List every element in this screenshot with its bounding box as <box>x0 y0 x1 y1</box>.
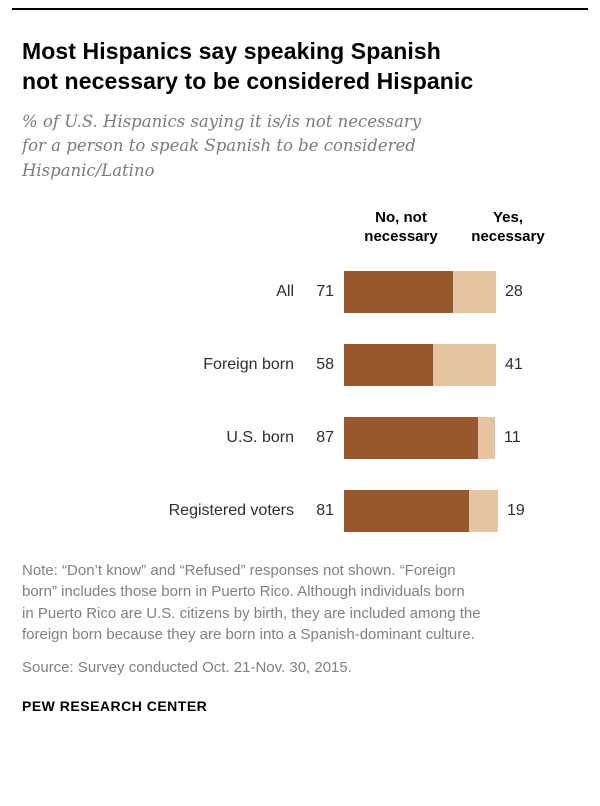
chart-row: U.S. born 87 11 <box>22 402 578 475</box>
bar-segment-no <box>344 490 469 533</box>
no-value-label: 58 <box>316 356 334 374</box>
no-value-label: 71 <box>316 283 334 301</box>
bar-group <box>344 490 498 533</box>
category-label: U.S. born <box>226 429 294 447</box>
bar-group <box>344 344 496 387</box>
category-label: All <box>276 283 294 301</box>
column-headers: No, not necessary Yes, necessary <box>22 208 578 254</box>
bar-group <box>344 417 495 460</box>
chart-note: Note: “Don’t know” and “Refused” respons… <box>22 560 578 645</box>
yes-value-label: 28 <box>505 283 523 301</box>
column-header-no-not-necessary: No, not necessary <box>364 208 438 246</box>
chart-rows: All 71 28 Foreign born 58 41 U.S. born 8… <box>22 256 578 548</box>
page-title: Most Hispanics say speaking Spanish not … <box>22 36 578 97</box>
bar-segment-no <box>344 417 478 460</box>
chart-note-line-1: Note: “Don’t know” and “Refused” respons… <box>22 561 456 579</box>
yes-value-label: 41 <box>505 356 523 374</box>
bar-segment-yes <box>478 417 495 460</box>
chart-row: Foreign born 58 41 <box>22 329 578 402</box>
bar-segment-no <box>344 344 433 387</box>
bar-segment-yes <box>453 271 496 314</box>
page-title-line-2: not necessary to be considered Hispanic <box>22 68 474 95</box>
no-value-label: 81 <box>316 502 334 520</box>
no-value-label: 87 <box>316 429 334 447</box>
chart-subtitle-line-2: for a person to speak Spanish to be cons… <box>22 136 416 156</box>
chart-subtitle-line-3: Hispanic/Latino <box>22 161 155 181</box>
chart-subtitle: % of U.S. Hispanics saying it is/is not … <box>22 110 578 184</box>
pew-research-center-brand: PEW RESEARCH CENTER <box>22 698 208 715</box>
column-header-yes-necessary: Yes, necessary <box>471 208 545 246</box>
bar-segment-no <box>344 271 453 314</box>
top-rule <box>12 8 588 10</box>
chart-row: Registered voters 81 19 <box>22 475 578 548</box>
page-title-line-1: Most Hispanics say speaking Spanish <box>22 38 441 64</box>
chart-subtitle-line-1: % of U.S. Hispanics saying it is/is not … <box>22 111 422 131</box>
chart-note-line-2: born” includes those born in Puerto Rico… <box>22 583 465 601</box>
yes-value-label: 19 <box>507 502 525 520</box>
category-label: Registered voters <box>168 502 294 520</box>
chart-row: All 71 28 <box>22 256 578 329</box>
yes-value-label: 11 <box>504 429 521 447</box>
chart-note-line-4: foreign born because they are born into … <box>22 625 475 643</box>
bar-group <box>344 271 496 314</box>
bar-segment-yes <box>469 490 498 533</box>
bar-segment-yes <box>433 344 496 387</box>
category-label: Foreign born <box>203 356 294 374</box>
source-line: Source: Survey conducted Oct. 21-Nov. 30… <box>22 659 352 677</box>
chart-note-line-3: in Puerto Rico are U.S. citizens by birt… <box>22 604 481 622</box>
